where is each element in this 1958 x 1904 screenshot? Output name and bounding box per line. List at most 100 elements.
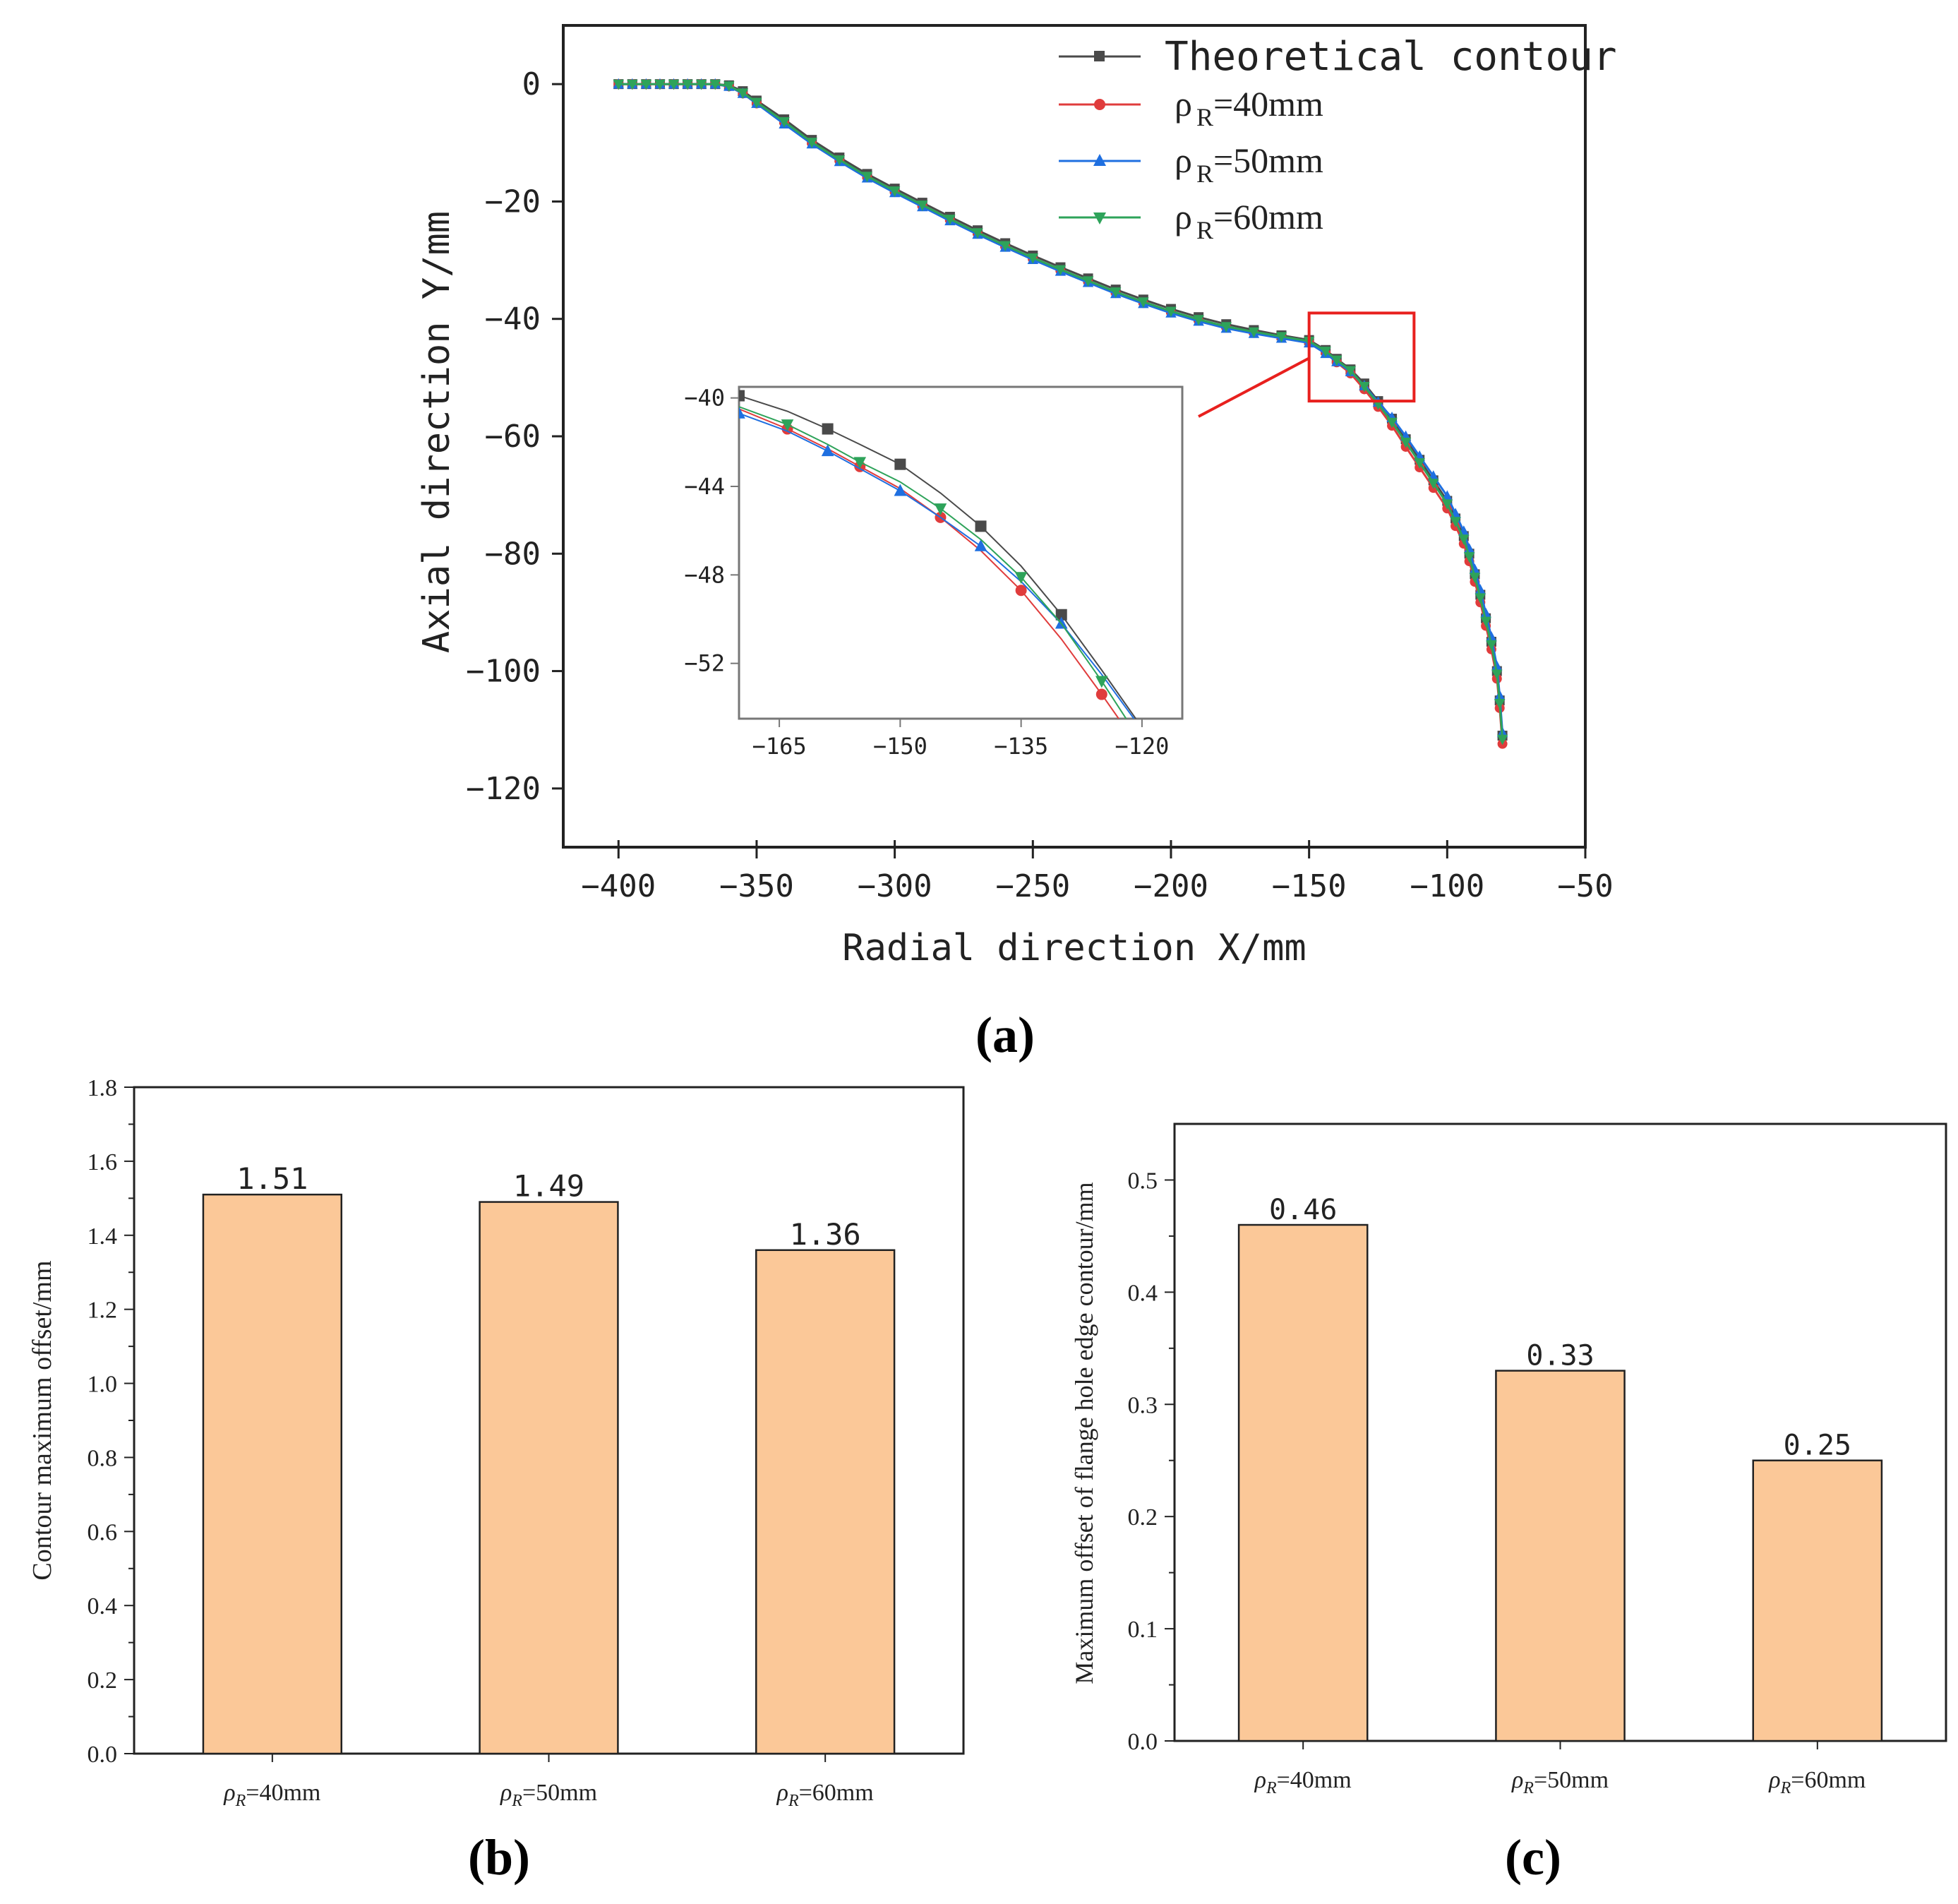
legend: Theoretical contour ρ R=40mm ρ R=50mm ρ R=6…: [1059, 34, 1617, 244]
data-point: [640, 79, 652, 90]
panel-c-bars: 0.46 0.33 0.25: [1237, 1194, 1883, 1742]
data-point: [723, 81, 735, 92]
legend-label-rho-40: ρ R=40mm: [1175, 84, 1323, 131]
panel-a-x-axis-label: Radial direction X/mm: [842, 927, 1306, 969]
y-tick-label: 1.6: [88, 1149, 118, 1175]
panel-label-b: (b): [468, 1829, 530, 1886]
inset-data-point: [1095, 676, 1108, 688]
panel-b-bar-chart: 0.00.20.40.60.81.01.21.41.61.8ρR=40mm ρR=…: [28, 1075, 965, 1886]
data-point: [751, 97, 762, 109]
category-rho: ρ: [223, 1780, 235, 1806]
category-rho: ρ: [500, 1780, 512, 1806]
category-sub: R: [511, 1792, 522, 1810]
y-tick-label: −80: [485, 536, 541, 572]
zoom-highlight-box: [1307, 311, 1416, 403]
category-sub: R: [1780, 1779, 1791, 1797]
data-point: [1491, 660, 1503, 671]
inset-data-point: [821, 444, 834, 457]
data-point: [737, 88, 749, 100]
inset-y-tick-label: −40: [684, 385, 725, 412]
y-tick-label: 1.0: [88, 1372, 118, 1398]
inset-data-point: [781, 419, 794, 431]
data-point: [1494, 699, 1506, 709]
y-tick-label: 0.5: [1128, 1168, 1158, 1194]
category-label: ρR=50mm: [1511, 1767, 1609, 1797]
data-point: [889, 186, 901, 197]
inset-data-point: [739, 407, 745, 419]
category-rho: ρ: [1511, 1767, 1523, 1793]
data-point: [1441, 499, 1453, 510]
inset-data-point: [739, 390, 745, 402]
data-point: [668, 79, 680, 90]
y-tick-label: 1.2: [88, 1298, 118, 1324]
inset-series: [739, 390, 1137, 719]
panel-a-y-axis-label: Axial direction Y/mm: [416, 211, 458, 653]
data-point: [1480, 616, 1491, 628]
category-rest: =50mm: [1534, 1767, 1609, 1793]
bar-value-label: 1.36: [790, 1217, 861, 1252]
inset-series-3: [739, 406, 1127, 719]
series-3: [613, 79, 1508, 746]
legend-marker-circle: [1094, 99, 1105, 110]
data-point: [627, 79, 638, 90]
data-point: [1386, 417, 1398, 429]
data-point: [1138, 297, 1149, 309]
y-tick-label: −40: [485, 301, 541, 337]
category-label: ρR=50mm: [500, 1780, 597, 1810]
panel-label-c: (c): [1505, 1829, 1561, 1886]
inset-y-tick-label: −48: [684, 561, 725, 588]
bar: [1752, 1459, 1883, 1742]
legend-label-theoretical: Theoretical contour: [1165, 34, 1617, 80]
y-tick-label: 0.1: [1128, 1617, 1158, 1643]
data-point: [1359, 382, 1370, 393]
y-tick-label: 0.0: [1128, 1729, 1158, 1755]
data-point: [1320, 347, 1331, 357]
data-point: [834, 155, 846, 166]
category-label: ρR=40mm: [223, 1780, 320, 1810]
data-point: [1193, 315, 1204, 325]
data-point: [1469, 563, 1481, 575]
data-point: [1248, 327, 1260, 338]
x-tick-label: −350: [719, 868, 794, 904]
category-label: ρR=60mm: [1768, 1767, 1866, 1797]
x-tick-label: −50: [1557, 868, 1613, 904]
legend-label-rho-60: ρ R=60mm: [1175, 197, 1323, 244]
inset-series-0: [739, 390, 1137, 719]
data-point: [999, 241, 1011, 252]
bar-value-label: 0.33: [1526, 1340, 1594, 1372]
y-tick-label: −20: [485, 184, 541, 220]
inset-plot-frame: [738, 385, 1184, 720]
category-rho: ρ: [1254, 1767, 1266, 1793]
inset-x-tick-label: −135: [994, 733, 1048, 760]
legend-label-rho-50: ρ R=50mm: [1175, 140, 1323, 188]
inset-series-line: [739, 406, 1127, 719]
category-rest: =60mm: [1791, 1767, 1866, 1793]
panel-a-series: [613, 78, 1508, 749]
data-point: [917, 200, 928, 211]
category-rho: ρ: [1768, 1767, 1780, 1793]
category-sub: R: [1266, 1779, 1277, 1797]
data-point: [1486, 630, 1497, 642]
data-point: [1474, 584, 1486, 595]
legend-item-rho-60: ρ R=60mm: [1059, 197, 1323, 244]
bar: [202, 1193, 342, 1755]
bar: [755, 1249, 896, 1755]
y-tick-label: 1.4: [88, 1223, 118, 1250]
data-point: [944, 215, 956, 225]
panel-label-a: (a): [975, 1007, 1035, 1063]
data-point: [1165, 306, 1177, 318]
category-rho: ρ: [776, 1780, 788, 1806]
data-point: [861, 172, 873, 183]
zoom-inset: −165 −150 −135 −120 −40 −44 −48 −52: [684, 385, 1184, 760]
data-point: [1055, 265, 1067, 276]
data-point: [1331, 355, 1343, 366]
data-point: [1480, 607, 1491, 618]
y-tick-label: 0.4: [88, 1593, 118, 1619]
y-tick-label: 0.2: [1128, 1504, 1158, 1531]
y-tick-label: −100: [466, 654, 541, 690]
category-label: ρR=40mm: [1254, 1767, 1352, 1797]
data-point: [1491, 669, 1503, 681]
inset-data-point: [853, 457, 867, 469]
legend-marker-triangle-down: [1093, 212, 1106, 224]
